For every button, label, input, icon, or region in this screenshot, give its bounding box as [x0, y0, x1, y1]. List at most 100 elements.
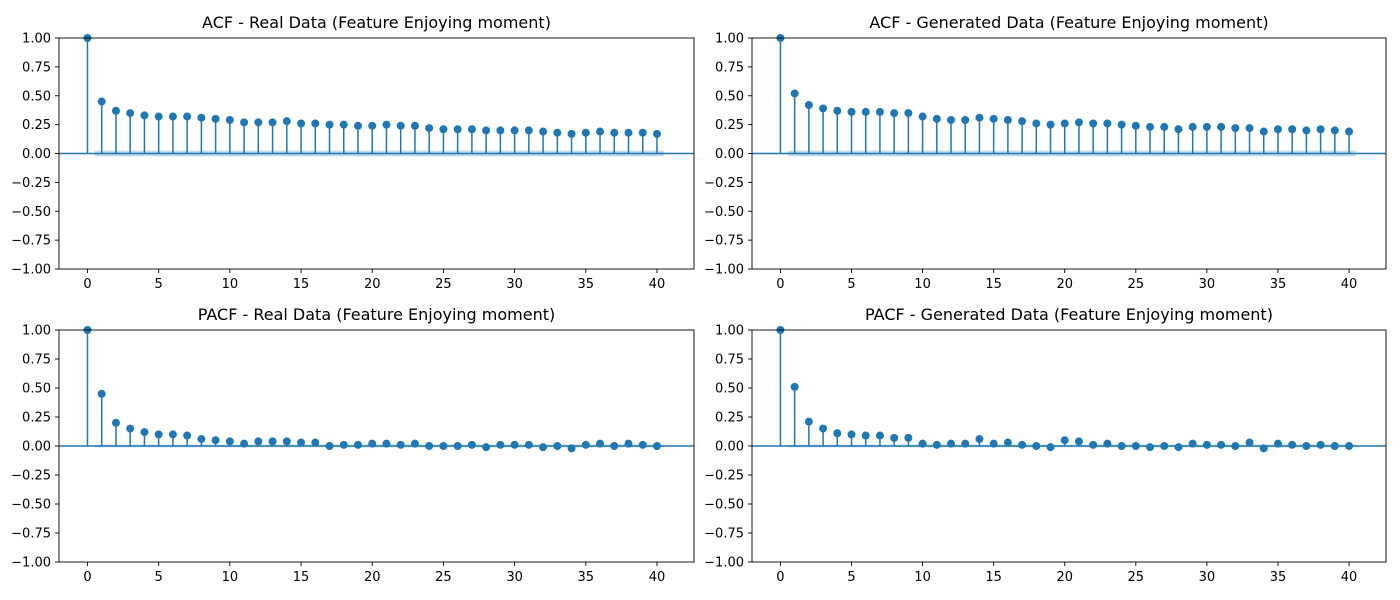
y-tick-label: 0.25	[715, 118, 744, 133]
stem-marker	[1032, 442, 1041, 450]
stem-marker	[890, 433, 899, 442]
stem-marker	[1074, 437, 1083, 446]
stem-marker	[567, 444, 576, 453]
chart-panel: ACF - Generated Data (Feature Enjoying m…	[704, 13, 1387, 292]
stem-marker	[1046, 443, 1055, 452]
stem-marker	[652, 442, 661, 450]
stem-marker	[168, 112, 177, 121]
y-tick-label: 0.25	[22, 118, 51, 133]
stem-marker	[1273, 125, 1282, 134]
y-tick-label: 1.00	[22, 324, 51, 339]
stem-marker	[932, 114, 941, 123]
stem-marker	[168, 430, 177, 439]
stem-marker	[482, 126, 491, 135]
stem-marker	[282, 437, 291, 446]
x-tick-label: 0	[776, 277, 784, 292]
stem-marker	[311, 119, 320, 128]
stem-marker	[539, 443, 548, 452]
stem-marker	[989, 439, 998, 448]
x-tick-label: 35	[578, 277, 595, 292]
chart-panel: PACF - Generated Data (Feature Enjoying …	[704, 305, 1387, 585]
stem-marker	[833, 106, 842, 115]
stem-marker	[183, 431, 192, 440]
stem-marker	[382, 120, 391, 129]
y-tick-label: −0.50	[11, 205, 51, 220]
y-tick-label: 0.00	[715, 147, 744, 162]
stem-marker	[1259, 444, 1268, 453]
stem-marker	[638, 128, 647, 137]
x-tick-label: 25	[435, 277, 452, 292]
stem-marker	[1174, 443, 1183, 452]
stem-marker	[1202, 122, 1211, 131]
stem-marker	[539, 127, 548, 136]
y-tick-label: 0.25	[715, 411, 744, 426]
stem-marker	[126, 109, 135, 118]
stem-marker	[225, 116, 234, 125]
stem-marker	[467, 125, 476, 134]
stem-marker	[496, 126, 505, 135]
stem-marker	[624, 439, 633, 448]
x-tick-label: 30	[1199, 570, 1216, 585]
x-tick-label: 25	[1128, 277, 1145, 292]
stem-marker	[1089, 119, 1098, 128]
stem-marker	[596, 127, 605, 136]
stem-marker	[1330, 126, 1339, 135]
stem-marker	[1188, 439, 1197, 448]
x-tick-label: 40	[1341, 277, 1358, 292]
stem-marker	[652, 129, 661, 138]
x-tick-label: 40	[649, 570, 666, 585]
stem-marker	[425, 124, 434, 133]
y-tick-label: 0.75	[715, 353, 744, 368]
stem-marker	[1288, 125, 1297, 134]
stem-marker	[1117, 442, 1126, 450]
stem-marker	[1018, 117, 1027, 126]
stem-marker	[268, 437, 277, 446]
x-tick-label: 0	[83, 570, 91, 585]
stem-marker	[932, 440, 941, 449]
stem-marker	[553, 442, 562, 450]
stem-marker	[1131, 442, 1140, 450]
y-tick-label: −0.50	[11, 498, 51, 513]
y-tick-label: −0.25	[11, 176, 51, 191]
stem-marker	[240, 439, 249, 448]
x-tick-label: 10	[914, 277, 931, 292]
stem-marker	[567, 129, 576, 138]
stem-marker	[410, 439, 419, 448]
y-tick-label: 0.75	[715, 60, 744, 75]
stem-marker	[325, 442, 334, 450]
stem-marker	[353, 121, 362, 130]
stem-marker	[1245, 438, 1254, 447]
y-tick-label: 0.75	[22, 353, 51, 368]
stem-marker	[339, 120, 348, 129]
stem-marker	[1103, 119, 1112, 128]
stem-marker	[904, 109, 913, 118]
stem-marker	[97, 389, 106, 398]
stem-marker	[154, 430, 163, 439]
stem-marker	[1146, 122, 1155, 131]
stem-marker	[111, 418, 120, 427]
stem-marker	[1032, 119, 1041, 128]
chart-title: PACF - Generated Data (Feature Enjoying …	[865, 305, 1273, 324]
y-tick-label: 0.00	[22, 440, 51, 455]
stem-marker	[325, 120, 334, 129]
y-tick-label: 0.50	[715, 382, 744, 397]
stem-marker	[140, 111, 149, 120]
x-tick-label: 10	[222, 277, 239, 292]
x-tick-label: 30	[506, 570, 523, 585]
stem-marker	[496, 440, 505, 449]
x-tick-label: 20	[364, 570, 381, 585]
x-tick-label: 20	[1056, 277, 1073, 292]
x-tick-label: 0	[776, 570, 784, 585]
stem-marker	[804, 417, 813, 426]
y-tick-label: 0.50	[22, 382, 51, 397]
x-tick-label: 15	[985, 277, 1002, 292]
stem-marker	[638, 440, 647, 449]
stem-marker	[297, 119, 306, 128]
stem-marker	[282, 117, 291, 126]
stem-marker	[353, 440, 362, 449]
y-tick-label: 0.00	[715, 440, 744, 455]
stem-marker	[425, 442, 434, 450]
stem-marker	[1103, 439, 1112, 448]
x-tick-label: 35	[1270, 570, 1287, 585]
